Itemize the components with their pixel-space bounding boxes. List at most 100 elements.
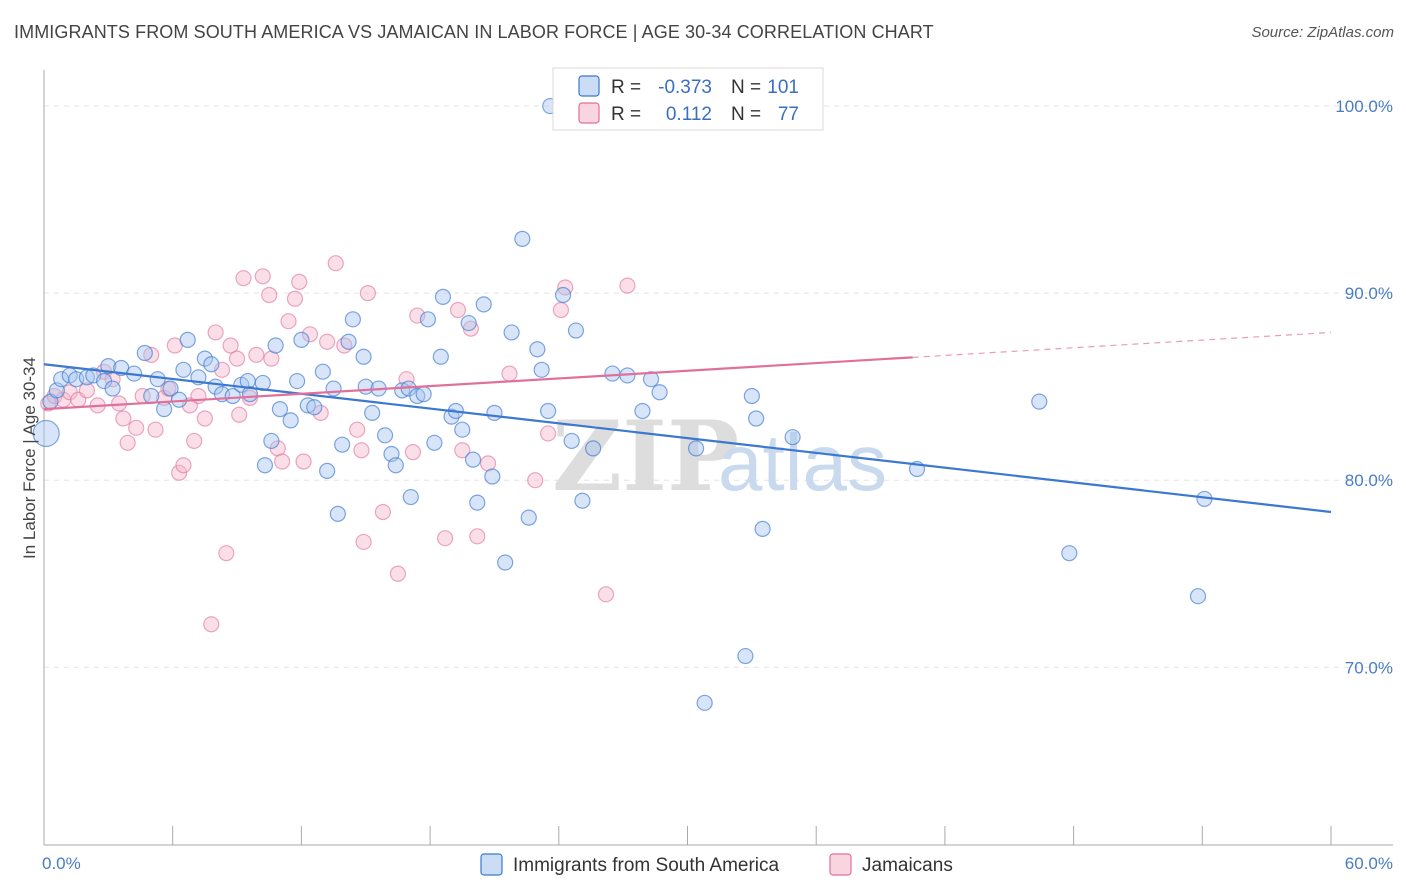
legend-r-value-2: 0.112 <box>666 104 712 125</box>
data-point-south-america <box>32 419 60 448</box>
data-point-south-america <box>136 344 153 362</box>
data-point-south-america <box>409 387 426 405</box>
data-point-jamaicans <box>501 365 518 382</box>
data-point-jamaicans <box>319 333 336 350</box>
data-point-jamaicans <box>374 503 392 521</box>
trend-line-south-america <box>43 363 1332 514</box>
data-point-jamaicans <box>273 453 291 470</box>
y-axis-title: In Labor Force | Age 30-34 <box>20 357 39 559</box>
data-point-south-america <box>784 429 801 446</box>
data-point-south-america <box>306 399 323 416</box>
data-point-jamaicans <box>295 453 312 470</box>
data-point-jamaicans <box>143 346 160 363</box>
data-point-south-america <box>529 341 546 358</box>
data-point-south-america <box>743 387 760 405</box>
series-legend-swatch-blue <box>480 853 503 876</box>
data-point-jamaicans <box>147 421 164 438</box>
data-point-south-america <box>426 434 443 451</box>
data-point-south-america <box>748 410 765 427</box>
data-point-jamaicans <box>228 350 246 367</box>
legend-n-label-1: N = <box>731 77 761 98</box>
data-point-south-america <box>289 372 306 390</box>
zipatlas-watermark: ZIP atlas <box>552 400 887 513</box>
data-point-jamaicans <box>280 313 297 330</box>
data-point-jamaicans <box>349 421 366 438</box>
data-point-south-america <box>432 348 449 365</box>
data-point-south-america <box>434 288 452 305</box>
data-point-jamaicans <box>231 406 248 423</box>
stats-legend: R = -0.373 N = 101 R = 0.112 N = 77 <box>552 67 824 131</box>
source-label: Source: ZipAtlas.com <box>1251 24 1394 41</box>
legend-n-value-1: 101 <box>767 77 799 98</box>
trend-lines <box>43 331 1332 514</box>
data-point-jamaicans <box>327 255 344 272</box>
data-point-south-america <box>464 451 482 468</box>
data-point-south-america <box>415 386 432 403</box>
x-tick-label: 60.0% <box>1345 854 1393 873</box>
data-point-jamaicans <box>248 346 265 363</box>
data-point-south-america <box>475 296 492 313</box>
axes <box>43 70 1393 846</box>
series-legend: Immigrants from South America Jamaicans <box>480 853 953 876</box>
data-point-south-america <box>651 384 668 401</box>
data-point-south-america <box>503 324 520 341</box>
data-point-south-america <box>282 412 299 429</box>
data-point-jamaicans <box>171 464 188 481</box>
data-point-south-america <box>156 401 173 418</box>
legend-n-value-2: 77 <box>778 104 799 125</box>
series-jamaicans-points <box>40 97 679 633</box>
data-point-south-america <box>100 357 117 375</box>
data-point-south-america <box>256 457 274 474</box>
data-point-south-america <box>344 311 361 328</box>
data-point-south-america <box>497 554 514 571</box>
data-point-south-america <box>376 427 394 444</box>
data-point-south-america <box>486 404 503 421</box>
series-south-america-points <box>32 97 1213 711</box>
series-legend-swatch-pink <box>829 853 852 876</box>
data-point-south-america <box>334 436 351 453</box>
data-point-south-america <box>1189 588 1207 605</box>
data-point-south-america <box>554 286 572 304</box>
data-point-south-america <box>325 380 342 397</box>
legend-r-value-1: -0.373 <box>658 77 712 98</box>
trend-line-jamaicans-extension <box>912 331 1332 358</box>
chart-title: IMMIGRANTS FROM SOUTH AMERICA VS JAMAICA… <box>14 22 934 42</box>
data-point-south-america <box>642 371 660 388</box>
data-point-jamaicans <box>597 586 615 603</box>
data-point-south-america <box>563 432 580 450</box>
data-point-jamaicans <box>128 419 145 436</box>
data-point-jamaicans <box>353 442 370 459</box>
data-point-south-america <box>469 494 486 511</box>
data-point-jamaicans <box>469 528 486 545</box>
data-point-south-america <box>754 520 771 537</box>
data-point-south-america <box>574 492 591 509</box>
y-tick-labels: 70.0% 80.0% 90.0% 100.0% <box>1335 97 1393 677</box>
series-legend-label-blue: Immigrants from South America <box>513 855 780 876</box>
data-point-south-america <box>293 331 310 349</box>
data-point-south-america <box>175 361 192 378</box>
data-point-south-america <box>539 402 557 420</box>
data-point-jamaicans <box>207 324 224 341</box>
data-point-jamaicans <box>449 301 467 319</box>
data-point-jamaicans <box>218 545 235 562</box>
data-point-south-america <box>419 311 437 328</box>
data-point-south-america <box>567 322 585 339</box>
data-point-jamaicans <box>186 432 203 450</box>
data-point-south-america <box>314 363 331 380</box>
data-point-south-america <box>514 230 531 247</box>
data-point-jamaicans <box>254 268 271 285</box>
y-tick-label: 90.0% <box>1345 284 1393 303</box>
data-point-south-america <box>460 314 477 332</box>
data-point-south-america <box>1031 393 1048 410</box>
data-point-jamaicans <box>404 444 422 461</box>
data-point-south-america <box>402 488 419 506</box>
data-point-south-america <box>329 505 346 522</box>
data-point-south-america <box>634 402 651 420</box>
data-point-south-america <box>162 380 179 397</box>
data-point-jamaicans <box>527 472 544 489</box>
data-point-south-america <box>203 356 220 373</box>
data-point-jamaicans <box>539 425 557 442</box>
x-tick-labels: 0.0% 60.0% <box>42 854 1393 873</box>
legend-swatch-pink <box>578 102 600 124</box>
